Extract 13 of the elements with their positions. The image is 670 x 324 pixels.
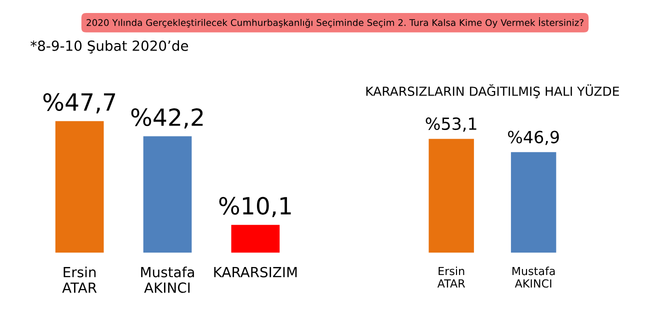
x-tick-label: Mustafa AKINCI — [512, 266, 555, 288]
data-label: %10,1 — [219, 196, 291, 218]
x-tick-label: Ersin ATAR — [62, 266, 97, 293]
chart-subtitle: *8-9-10 Şubat 2020’de — [30, 40, 188, 54]
data-label: %47,7 — [43, 93, 116, 114]
text: 2020 Yılında Gerçekleştirilecek Cumhurbaşkanlığı Seçiminde Seçim 2. Tura Kalsa Kime Oy Vermek İstersiniz? — [86, 18, 584, 28]
chart-title: KARARSIZLARIN DAĞITILMIŞ HALI YÜZDE — [366, 84, 619, 98]
x-tick-label: KARARSIZIM — [214, 266, 297, 278]
data-label: %42,2 — [131, 108, 203, 129]
x-tick-label: Ersin ATAR — [437, 266, 466, 288]
x-tick-label: Mustafa AKINCI — [141, 266, 194, 293]
data-label: %53,1 — [426, 117, 476, 132]
data-label: %46,9 — [508, 130, 559, 146]
